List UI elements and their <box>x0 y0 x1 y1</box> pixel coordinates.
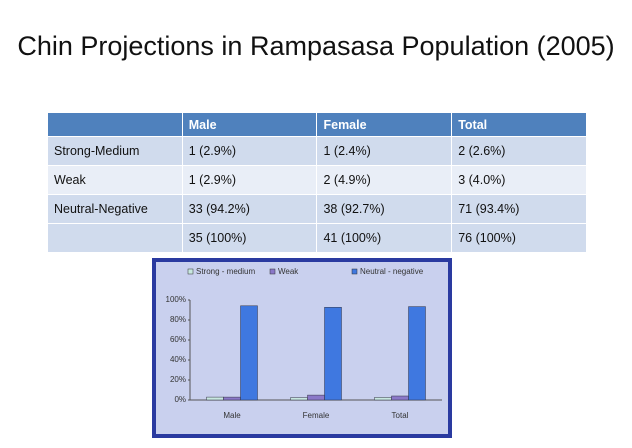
table-cell: 2 (2.6%) <box>451 136 587 166</box>
slide-title: Chin Projections in Rampasasa Population… <box>17 31 615 61</box>
table-cell: 2 (4.9%) <box>316 165 453 195</box>
y-tick-label: 0% <box>174 395 186 404</box>
chart: 0% 20% 40% 60% 80% 100% Strong - medium Weak Neu… <box>152 258 452 438</box>
table-cell <box>47 223 183 253</box>
legend-swatch <box>187 268 194 275</box>
legend-label: Weak <box>278 267 299 276</box>
y-tick-label: 20% <box>170 375 186 384</box>
table-cell: 41 (100%) <box>316 223 453 253</box>
data-table: Male Female Total Strong-Medium 1 (2.9%) 1 (… <box>47 112 587 253</box>
table-cell: 1 (2.9%) <box>181 165 318 195</box>
header-cell: Female <box>316 112 453 137</box>
y-tick-label: 100% <box>166 295 186 304</box>
y-tick-label: 40% <box>170 355 186 364</box>
header-cell <box>47 112 183 137</box>
bar <box>408 306 426 401</box>
bar <box>391 395 409 401</box>
bar <box>240 305 258 401</box>
x-tick-label: Male <box>223 411 241 420</box>
bar <box>206 396 224 401</box>
table-cell: 3 (4.0%) <box>451 165 587 195</box>
bar <box>223 396 241 401</box>
legend-label: Neutral - negative <box>360 267 424 276</box>
table-row: Neutral-Negative 33 (94.2%) 38 (92.7%) 71 (… <box>47 194 587 224</box>
table-cell: 71 (93.4%) <box>451 194 587 224</box>
table-cell: 76 (100%) <box>451 223 587 253</box>
header-cell: Male <box>181 112 318 137</box>
y-tick-label: 60% <box>170 335 186 344</box>
table-row: Weak 1 (2.9%) 2 (4.9%) 3 (4.0%) <box>47 165 587 195</box>
bar <box>324 307 342 401</box>
table-cell: Neutral-Negative <box>47 194 183 224</box>
bar <box>374 397 392 401</box>
header-cell: Total <box>451 112 587 137</box>
header-row: Male Female Total <box>47 112 587 137</box>
table-cell: 33 (94.2%) <box>181 194 318 224</box>
table-row: Strong-Medium 1 (2.9%) 1 (2.4%) 2 (2.6%) <box>47 136 587 166</box>
x-tick-label: Total <box>392 411 409 420</box>
x-tick-label: Female <box>303 411 330 420</box>
table-cell: Weak <box>47 165 183 195</box>
table-cell: 1 (2.9%) <box>181 136 318 166</box>
legend-label: Strong - medium <box>196 267 255 276</box>
chart-background <box>156 262 448 434</box>
bar <box>290 397 308 401</box>
table-cell: 35 (100%) <box>181 223 318 253</box>
y-tick-label: 80% <box>170 315 186 324</box>
legend-swatch <box>269 268 276 275</box>
bar <box>307 394 325 401</box>
table-cell: 1 (2.4%) <box>316 136 453 166</box>
table-cell: 38 (92.7%) <box>316 194 453 224</box>
table-cell: Strong-Medium <box>47 136 183 166</box>
total-row: 35 (100%) 41 (100%) 76 (100%) <box>47 223 587 253</box>
legend-swatch <box>351 268 358 275</box>
